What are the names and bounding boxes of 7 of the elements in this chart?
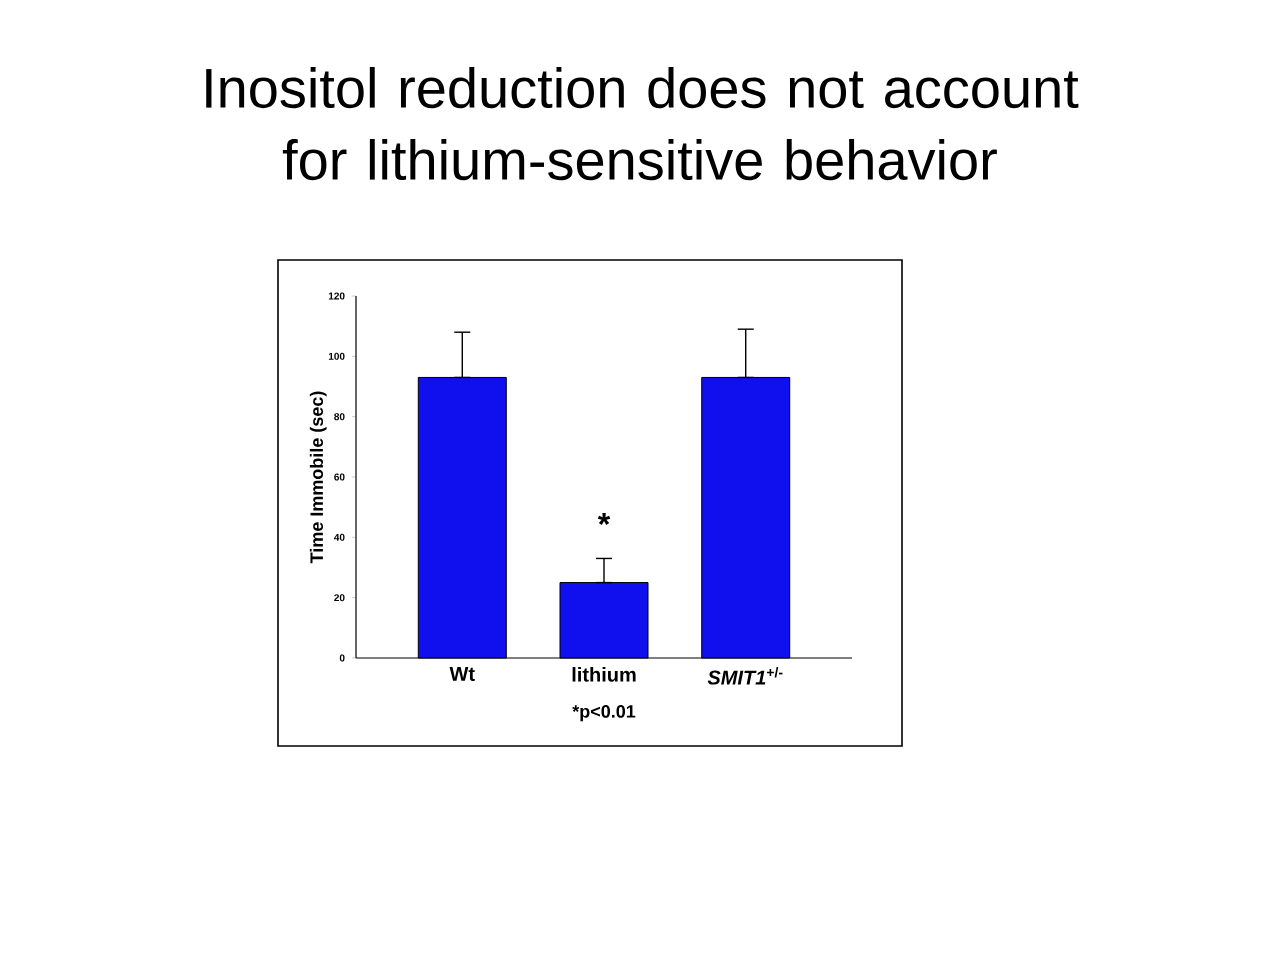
x-tick-label: SMIT1$^{+/-}$: [707, 667, 783, 685]
annotation: *: [597, 513, 611, 525]
x-tick-label: lithium: [572, 667, 636, 682]
chart-title: Inositol reduction does not account for lithium-sensitive behavior: [206, 67, 1079, 181]
x-tick-label: Wt: [449, 667, 475, 681]
y-axis-title: Time Immobile (sec): [309, 391, 327, 564]
text: *p<0.01: [572, 705, 636, 722]
